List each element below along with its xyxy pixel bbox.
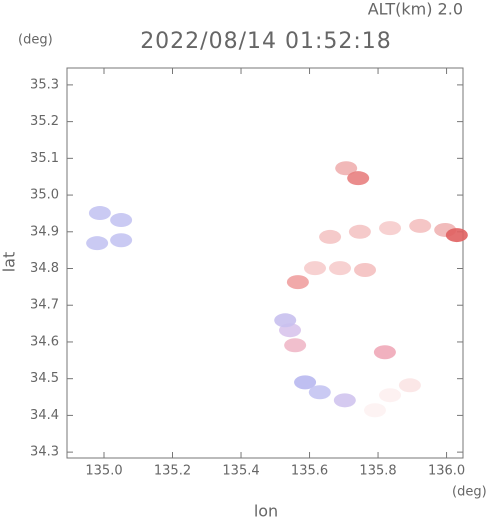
chart-title: 2022/08/14 01:52:18	[140, 29, 392, 54]
echo-blob	[329, 261, 352, 276]
x-axis-label: lon	[254, 502, 278, 521]
plot-frame	[66, 67, 464, 459]
y-tick-label: 35.2	[30, 114, 59, 129]
echo-blob	[86, 236, 109, 251]
y-tick-label: 35.0	[30, 188, 59, 203]
y-tick-label: 34.9	[30, 224, 59, 239]
x-tick-label: 136.0	[428, 464, 465, 479]
x-tick-label: 135.8	[359, 464, 396, 479]
echo-blob	[110, 213, 133, 228]
x-tick-label: 135.6	[291, 464, 328, 479]
x-unit: (deg)	[452, 485, 487, 500]
y-tick-label: 34.6	[30, 334, 59, 349]
y-tick-label: 34.8	[30, 261, 59, 276]
echo-blob	[363, 403, 386, 418]
y-tick-label: 34.3	[30, 445, 59, 460]
x-tick-label: 135.2	[154, 464, 191, 479]
altitude-label: ALT(km) 2.0	[368, 0, 463, 19]
echo-blob	[304, 261, 327, 276]
echo-blob	[286, 275, 309, 290]
echo-blob	[110, 233, 133, 248]
echo-blob	[319, 229, 342, 244]
echo-blob	[294, 375, 317, 390]
echo-blob	[354, 262, 377, 277]
echo-blob	[379, 388, 402, 403]
y-tick-label: 35.3	[30, 77, 59, 92]
y-axis-label: lat	[0, 252, 19, 273]
x-tick-label: 135.4	[222, 464, 259, 479]
y-tick-label: 35.1	[30, 151, 59, 166]
echo-blob	[348, 224, 371, 239]
echo-blob	[308, 385, 331, 400]
echo-blob	[284, 338, 307, 353]
y-tick-label: 34.4	[30, 408, 59, 423]
echo-blob	[398, 378, 421, 393]
echo-blob	[409, 218, 432, 233]
y-tick-label: 34.7	[30, 298, 59, 313]
echo-blob	[347, 171, 370, 186]
echo-blob	[88, 206, 111, 221]
echo-blob	[274, 313, 297, 328]
echo-blob	[335, 161, 358, 176]
x-tick-label: 135.0	[85, 464, 122, 479]
echo-blob	[373, 345, 396, 360]
y-tick-label: 34.5	[30, 371, 59, 386]
y-unit: (deg)	[18, 33, 53, 48]
echo-blob	[445, 228, 468, 243]
echo-blob	[379, 221, 402, 236]
echo-blob	[333, 393, 356, 408]
